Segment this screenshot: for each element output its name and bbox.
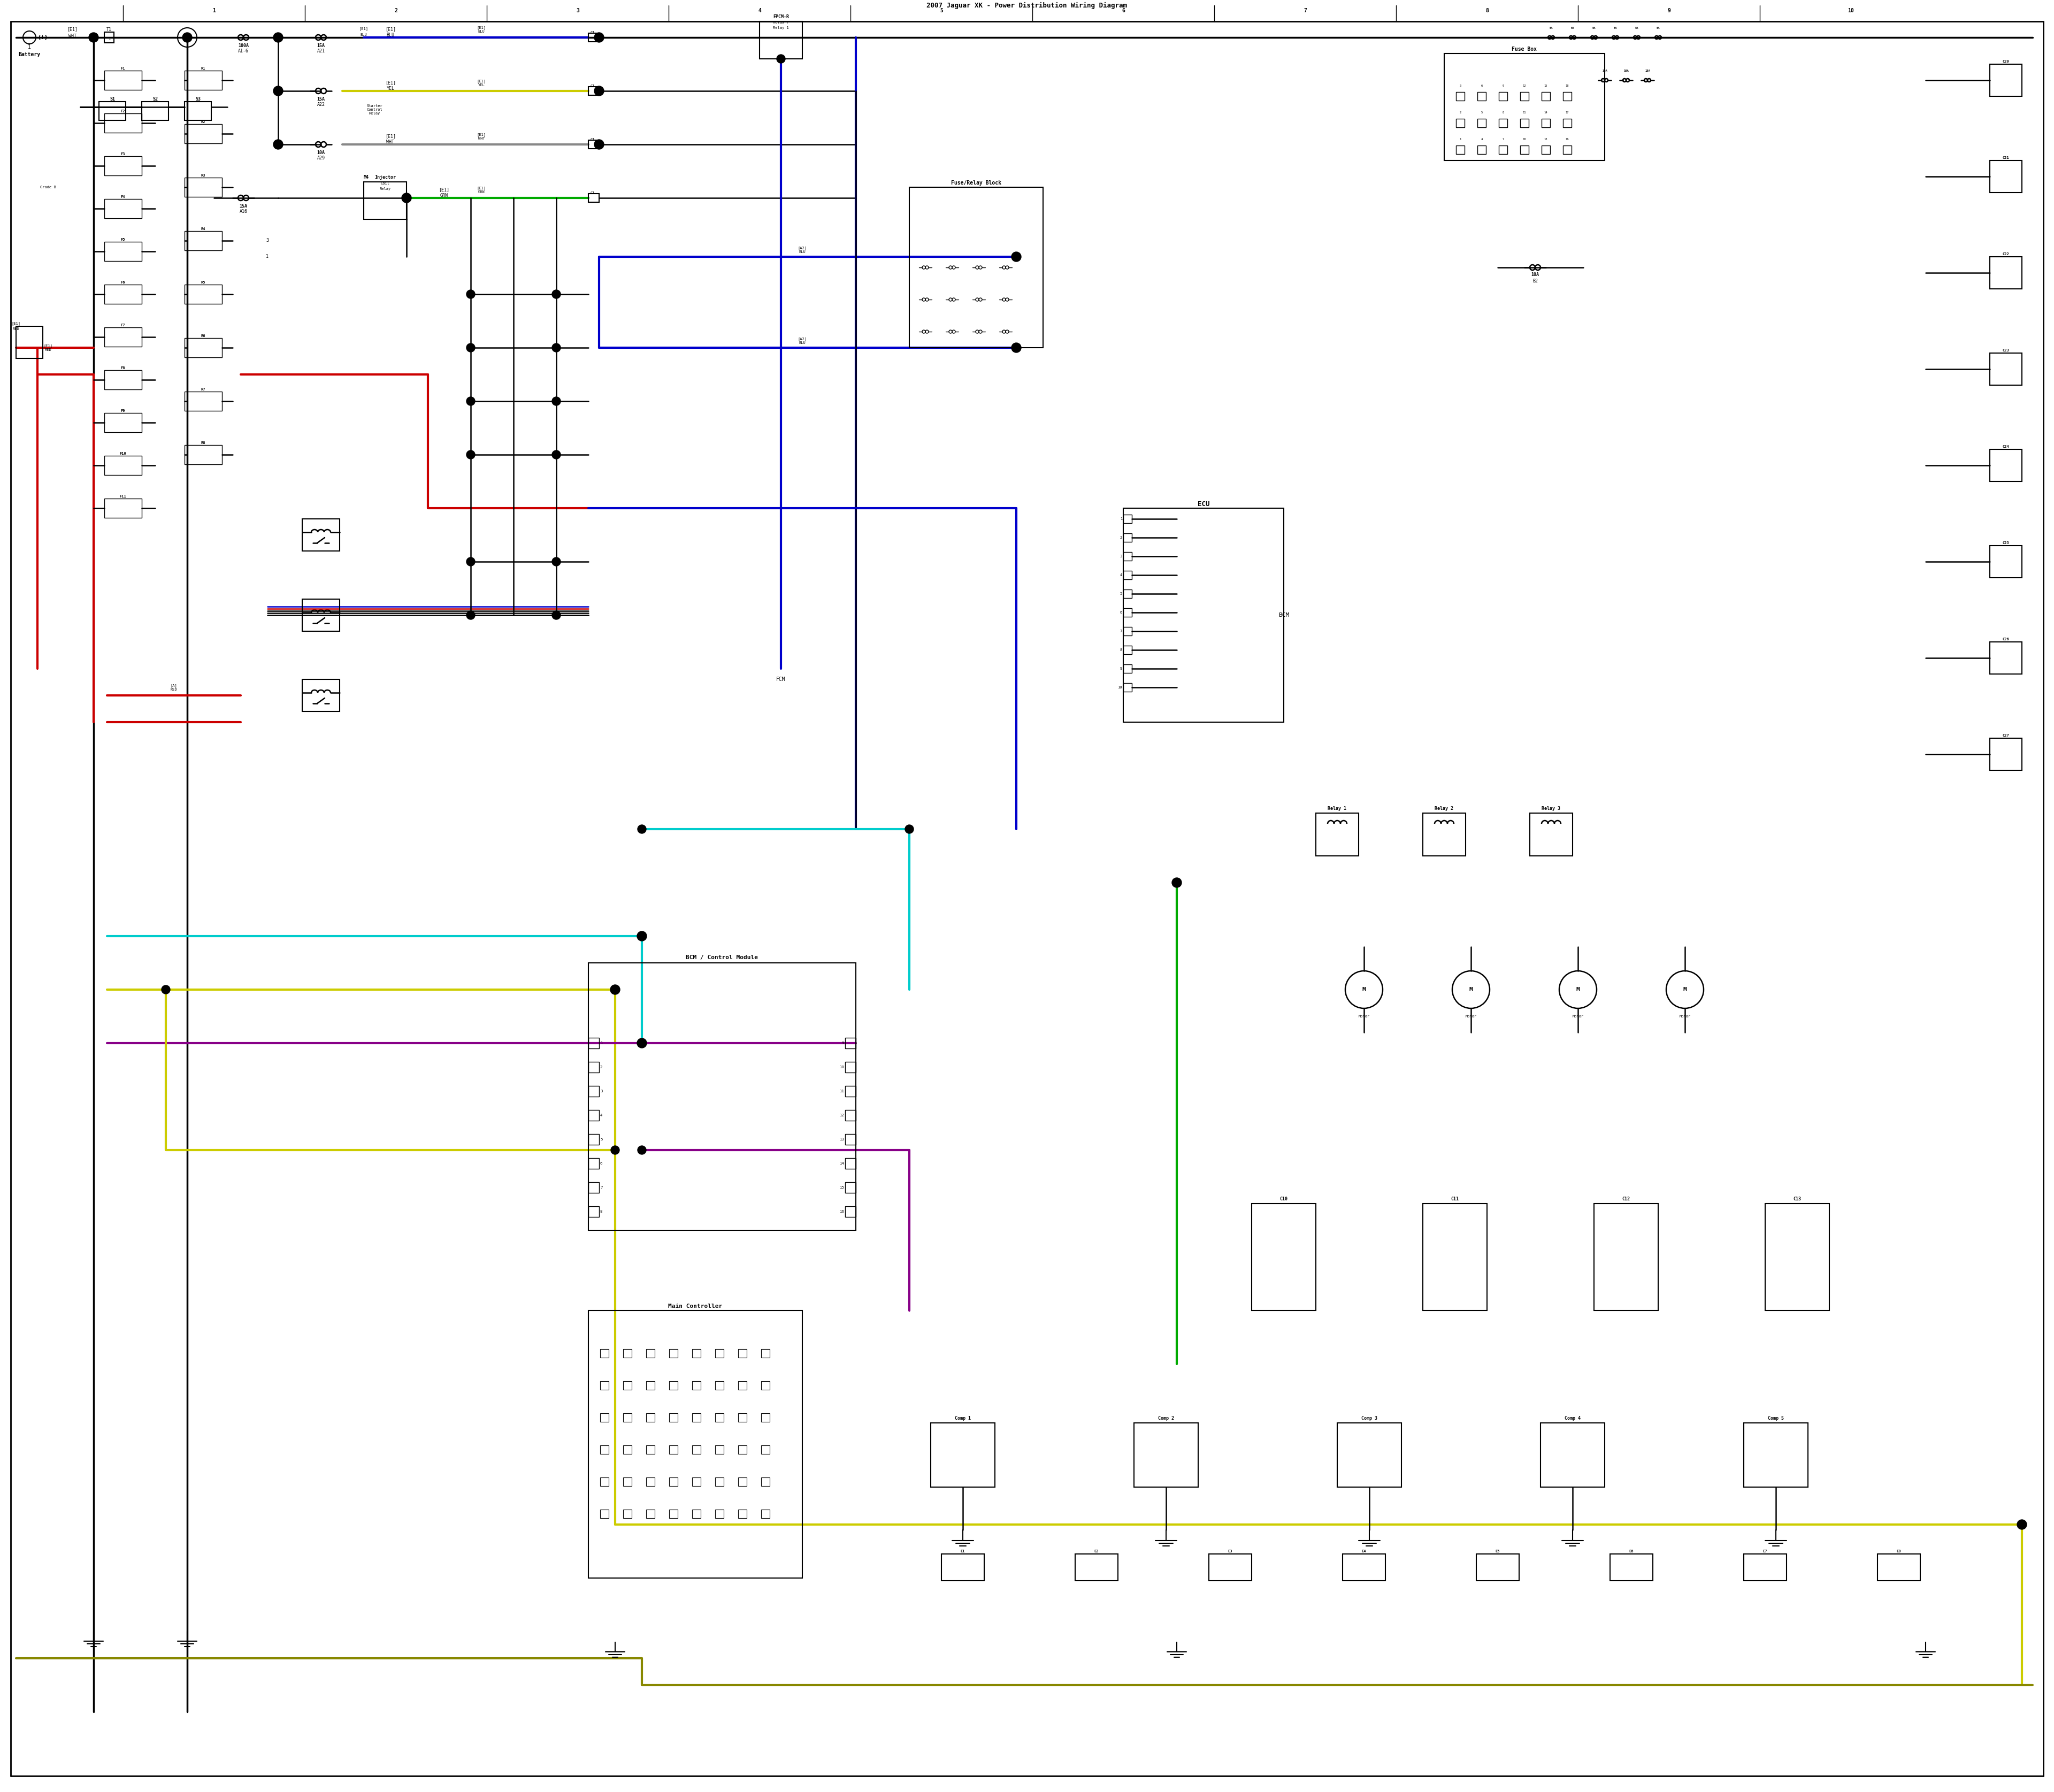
Bar [715,1509,723,1518]
Bar [105,70,142,90]
Text: 1: 1 [600,1041,602,1045]
Text: 14: 14 [1545,111,1547,113]
Bar [670,1349,678,1358]
Text: Relay: Relay [380,186,390,190]
Text: A29: A29 [316,156,325,161]
Bar [600,1477,608,1486]
Bar [1423,1204,1487,1310]
Bar [600,1349,608,1358]
Text: FPCM-R: FPCM-R [772,14,789,20]
Bar [1990,545,2021,577]
Text: 10: 10 [1849,7,1855,13]
Bar [1124,665,1132,674]
Text: F1: F1 [121,66,125,70]
Text: BLU: BLU [359,34,368,36]
Bar [1456,91,1465,100]
Text: 15: 15 [1545,84,1547,88]
Circle shape [610,1145,620,1154]
Bar [105,455,142,475]
Bar [1456,118,1465,127]
Bar [622,1382,633,1391]
Bar [1124,607,1132,616]
Circle shape [637,1038,647,1048]
Bar [1520,118,1528,127]
Bar [105,32,113,43]
Bar [692,1477,700,1486]
Text: C20: C20 [2003,59,2009,63]
Text: M: M [1469,987,1473,993]
Circle shape [610,986,620,995]
Bar [16,326,43,358]
Bar [737,1446,748,1453]
Text: 4: 4 [1119,573,1121,577]
Bar [1124,534,1132,541]
Bar [105,285,142,305]
Bar [1563,118,1571,127]
Bar [1124,645,1132,654]
Text: [E1]
GRN: [E1] GRN [477,186,487,194]
Text: BCM: BCM [1278,613,1290,618]
Text: C23: C23 [2003,349,2009,351]
Text: 6: 6 [600,1161,602,1165]
Text: E5: E5 [1495,1550,1499,1554]
Text: Fuse/Relay Block: Fuse/Relay Block [951,181,1002,186]
Bar [1124,627,1132,636]
Circle shape [553,557,561,566]
Text: 100A: 100A [238,43,249,48]
Text: M: M [1575,987,1580,993]
Text: 10: 10 [840,1066,844,1068]
Text: Relay r: Relay r [772,22,789,23]
Text: R3: R3 [201,174,205,177]
Bar [185,339,222,357]
Bar [1477,145,1485,154]
Text: R4: R4 [201,228,205,231]
Circle shape [466,344,474,351]
Circle shape [1011,342,1021,353]
Circle shape [1173,878,1181,887]
Bar [587,1063,600,1073]
Bar [364,181,407,219]
Bar [1990,256,2021,289]
Bar [302,599,339,631]
Bar [587,962,857,1231]
Bar [844,1183,857,1193]
Bar [587,1310,803,1579]
Bar [1444,54,1604,161]
Circle shape [776,54,785,63]
Text: 1: 1 [212,7,216,13]
Bar [622,1509,633,1518]
Text: 1: 1 [29,45,31,50]
Text: M4: M4 [364,176,370,179]
Text: 4: 4 [758,7,762,13]
Bar [715,1414,723,1421]
Bar [1074,1554,1117,1581]
Text: 5: 5 [1119,591,1121,595]
Bar [737,1382,748,1391]
Text: 3: 3 [600,1090,602,1093]
Bar [1594,1204,1658,1310]
Text: FCM: FCM [776,677,787,683]
Text: [A]
RED: [A] RED [170,685,177,692]
Text: 18: 18 [1565,84,1569,88]
Text: 1: 1 [267,254,269,260]
Bar [1134,1423,1197,1487]
Bar [737,1349,748,1358]
Circle shape [187,36,189,38]
Bar [1337,1423,1401,1487]
Text: 1: 1 [1119,518,1121,520]
Bar [1540,1423,1604,1487]
Text: [E1]: [E1] [359,27,368,30]
Bar [1990,353,2021,385]
Text: 7: 7 [600,1186,602,1190]
Bar [1520,91,1528,100]
Text: 17: 17 [1565,111,1569,113]
Bar [302,520,339,550]
Text: R2: R2 [201,120,205,124]
Bar [670,1477,678,1486]
Text: 2: 2 [1119,536,1121,539]
Circle shape [594,140,604,149]
Text: R1: R1 [201,66,205,70]
Bar [1543,91,1551,100]
Bar [622,1477,633,1486]
Text: E3: E3 [1228,1550,1232,1554]
